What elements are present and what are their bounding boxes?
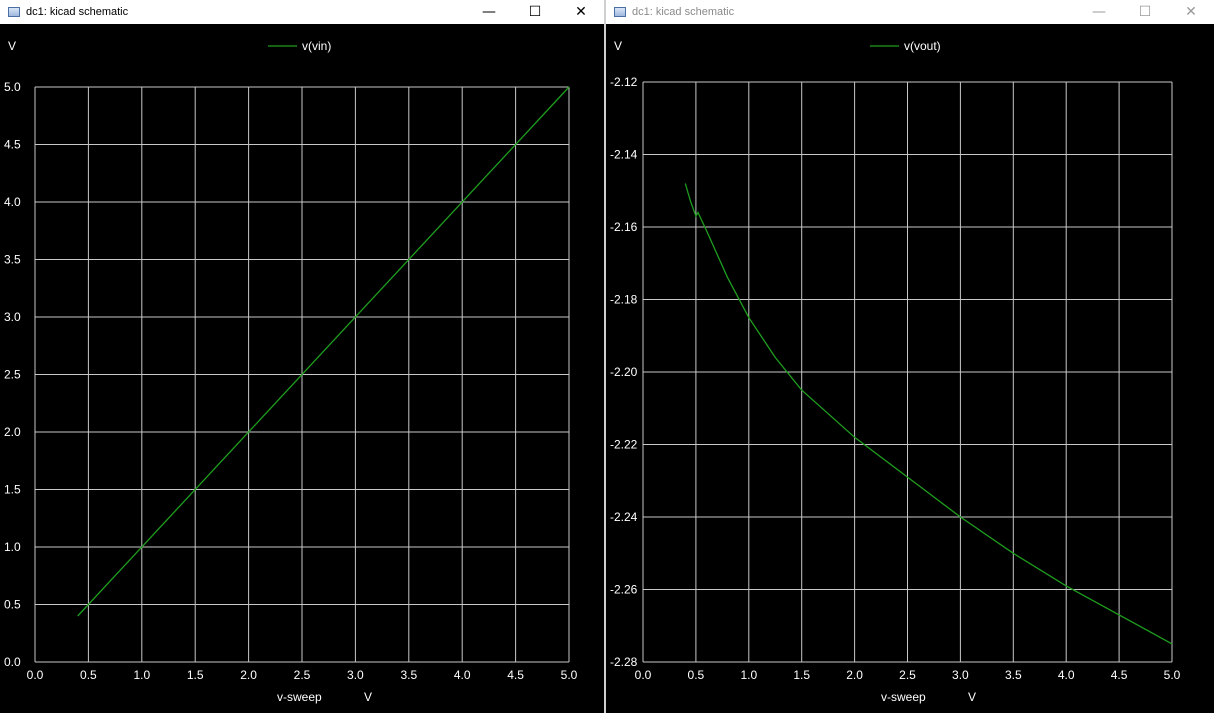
x-tick-label: 4.0: [1058, 668, 1075, 682]
x-axis-ticks: 0.0 0.5 1.0 1.5 2.0 2.5 3.0 3.5 4.0 4.5 5.0: [27, 668, 578, 682]
y-tick-label: 3.0: [4, 310, 21, 324]
window-title: dc1: kicad schematic: [26, 6, 129, 18]
series: [77, 86, 570, 617]
x-tick-label: 0.5: [688, 668, 705, 682]
y-tick-label: -2.18: [610, 293, 638, 307]
window-controls: — ☐ ✕: [1076, 0, 1214, 24]
x-tick-label: 1.0: [740, 668, 757, 682]
x-axis-label: v-sweep: [881, 690, 926, 704]
window-title: dc1: kicad schematic: [632, 6, 735, 18]
y-axis-ticks: 5.0 4.5 4.0 3.5 3.0 2.5 2.0 1.5 1.0 0.5 0.0: [4, 80, 21, 669]
window-divider: [604, 0, 606, 713]
series-line: [684, 183, 1173, 645]
plot-area[interactable]: V v(vin) 5.04.54.03.53.02.52.01.51.00.50…: [0, 24, 604, 713]
x-axis-unit: V: [364, 690, 372, 704]
y-tick-label: -2.22: [610, 438, 638, 452]
x-tick-label: 0.5: [80, 668, 97, 682]
y-tick-label: -2.26: [610, 583, 638, 597]
minimize-button[interactable]: —: [482, 4, 496, 20]
x-tick-label: 4.5: [1111, 668, 1128, 682]
x-tick-label: 1.5: [187, 668, 204, 682]
legend-label: v(vin): [302, 39, 331, 53]
y-tick-label: 4.5: [4, 138, 21, 152]
y-tick-label: 1.0: [4, 540, 21, 554]
x-axis-ticks: 0.0 0.5 1.0 1.5 2.0 2.5 3.0 3.5 4.0 4.5 5.0: [635, 668, 1181, 682]
legend-label: v(vout): [904, 39, 941, 53]
y-tick-label: -2.16: [610, 220, 638, 234]
x-axis-unit: V: [968, 690, 976, 704]
y-axis-ticks: -2.12 -2.14 -2.16 -2.18 -2.20 -2.22 -2.24 -2.26…: [610, 75, 638, 669]
y-tick-label: -2.14: [610, 148, 638, 162]
minimize-button[interactable]: —: [1092, 4, 1106, 20]
maximize-button[interactable]: ☐: [528, 4, 542, 20]
x-tick-label: 3.5: [1005, 668, 1022, 682]
title-bar[interactable]: dc1: kicad schematic — ☐ ✕: [606, 0, 1214, 24]
y-tick-label: 5.0: [4, 80, 21, 94]
x-tick-label: 3.0: [347, 668, 364, 682]
y-tick-label: -2.24: [610, 510, 638, 524]
y-tick-label: 1.5: [4, 483, 21, 497]
y-tick-label: 2.5: [4, 368, 21, 382]
y-tick-label: -2.12: [610, 75, 638, 89]
y-unit-label: V: [614, 39, 622, 53]
x-tick-label: 1.5: [793, 668, 810, 682]
x-tick-label: 2.0: [240, 668, 257, 682]
x-tick-label: 4.0: [454, 668, 471, 682]
title-bar[interactable]: dc1: kicad schematic — ☐ ✕: [0, 0, 604, 24]
plot-window-vin: dc1: kicad schematic — ☐ ✕ V v(vin) 5.0 4…: [0, 0, 604, 713]
maximize-button[interactable]: ☐: [1138, 4, 1152, 20]
x-tick-label: 5.0: [561, 668, 578, 682]
x-tick-label: 3.5: [400, 668, 417, 682]
x-tick-label: 3.0: [952, 668, 969, 682]
x-tick-label: 0.0: [635, 668, 652, 682]
close-button[interactable]: ✕: [575, 4, 587, 20]
close-button[interactable]: ✕: [1185, 4, 1197, 20]
y-tick-label: 4.0: [4, 195, 21, 209]
grid: [642, 81, 1173, 663]
x-tick-label: 5.0: [1164, 668, 1181, 682]
app-icon: [614, 7, 626, 17]
y-tick-label: 0.0: [4, 655, 21, 669]
x-tick-label: 2.5: [294, 668, 311, 682]
y-unit-label: V: [8, 39, 16, 53]
series: [684, 183, 1173, 645]
y-tick-label: 3.5: [4, 253, 21, 267]
window-controls: — ☐ ✕: [466, 0, 604, 24]
plot-window-vout: dc1: kicad schematic — ☐ ✕ V v(vout) -2.…: [606, 0, 1214, 713]
y-tick-label: -2.28: [610, 655, 638, 669]
y-tick-label: 2.0: [4, 425, 21, 439]
y-tick-label: 0.5: [4, 598, 21, 612]
y-tick-label: -2.20: [610, 365, 638, 379]
x-axis-label: v-sweep: [277, 690, 322, 704]
x-tick-label: 1.0: [133, 668, 150, 682]
x-tick-label: 2.0: [846, 668, 863, 682]
series-line: [77, 86, 570, 617]
plot-area[interactable]: V v(vout) -2.12 -2.14 -2.16 -2.18 -2.20 -2.22…: [606, 24, 1214, 713]
x-tick-label: 0.0: [27, 668, 44, 682]
x-tick-label: 2.5: [899, 668, 916, 682]
app-icon: [8, 7, 20, 17]
x-tick-label: 4.5: [507, 668, 524, 682]
